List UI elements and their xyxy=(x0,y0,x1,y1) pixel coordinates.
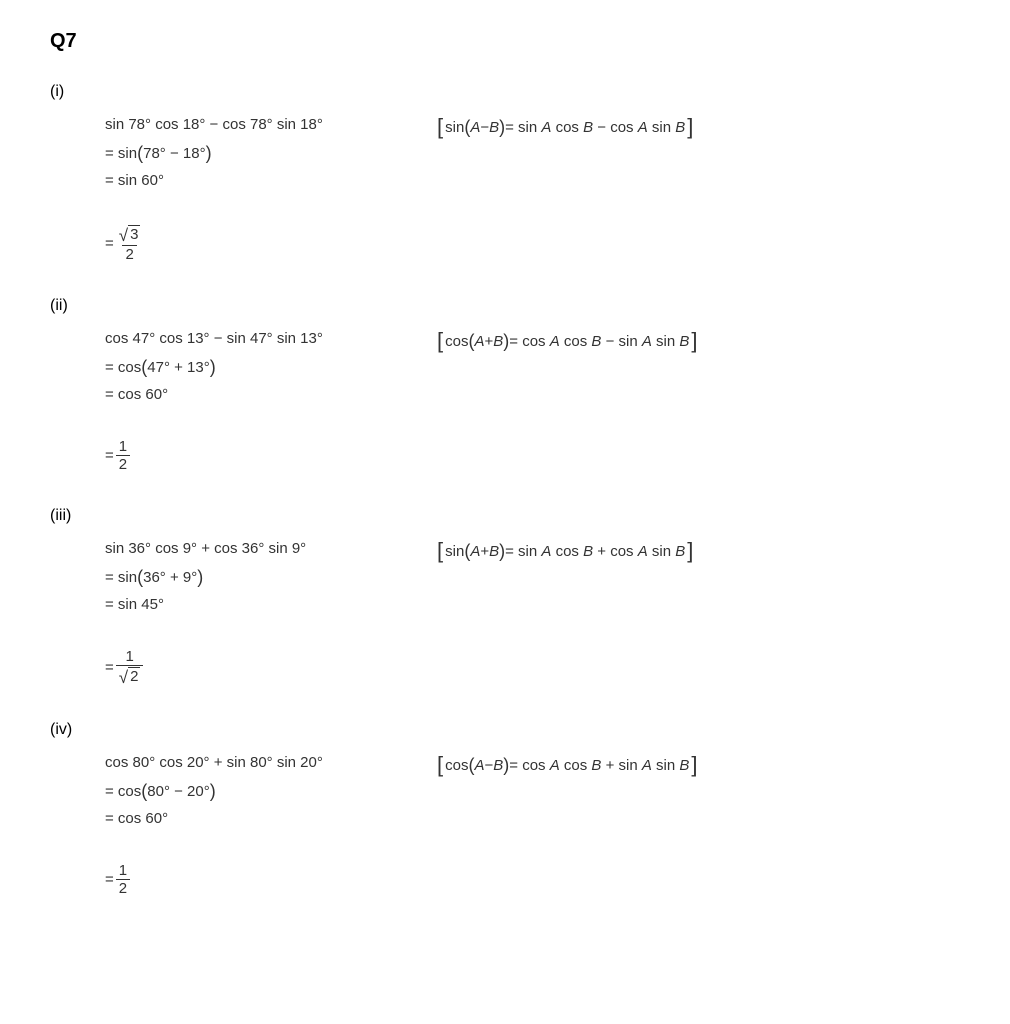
identity: [cos(A + B) = cos A cos B − sin A sin B] xyxy=(435,330,700,352)
step-evaluate: = sin 60° xyxy=(105,172,435,189)
step-simplify: = sin (36° + 9°) xyxy=(105,568,435,586)
solution-part: (iii) sin 36° cos 9° + cos 36° sin 9°[sin… xyxy=(50,507,960,686)
expression: cos 47° cos 13° − sin 47° sin 13° xyxy=(105,330,435,347)
identity: [sin(A − B) = sin A cos B − cos A sin B] xyxy=(435,116,695,138)
result: = 12 xyxy=(105,863,435,896)
math-block: cos 47° cos 13° − sin 47° sin 13°[cos(A … xyxy=(105,330,960,472)
step-evaluate: = sin 45° xyxy=(105,596,435,613)
math-block: cos 80° cos 20° + sin 80° sin 20°[cos(A … xyxy=(105,754,960,896)
part-label: (i) xyxy=(50,83,960,101)
part-label: (iii) xyxy=(50,507,960,525)
parts-container: (i)sin 78° cos 18° − cos 78° sin 18°[sin… xyxy=(50,83,960,896)
expression: sin 78° cos 18° − cos 78° sin 18° xyxy=(105,116,435,133)
result: = √32 xyxy=(105,225,435,262)
part-label: (ii) xyxy=(50,297,960,315)
identity: [cos(A − B) = cos A cos B + sin A sin B] xyxy=(435,754,700,776)
part-label: (iv) xyxy=(50,721,960,739)
expression: cos 80° cos 20° + sin 80° sin 20° xyxy=(105,754,435,771)
question-title: Q7 xyxy=(50,30,960,53)
step-simplify: = cos (47° + 13°) xyxy=(105,358,435,376)
step-simplify: = cos (80° − 20°) xyxy=(105,782,435,800)
page-content: Q7 (i)sin 78° cos 18° − cos 78° sin 18°[… xyxy=(0,0,1010,971)
step-evaluate: = cos 60° xyxy=(105,810,435,827)
solution-part: (i) sin 78° cos 18° − cos 78° sin 18°[sin… xyxy=(50,83,960,262)
result: = 1√2 xyxy=(105,649,435,686)
math-block: sin 78° cos 18° − cos 78° sin 18°[sin(A … xyxy=(105,116,960,262)
solution-part: (ii) cos 47° cos 13° − sin 47° sin 13°[co… xyxy=(50,297,960,472)
step-evaluate: = cos 60° xyxy=(105,386,435,403)
expression: sin 36° cos 9° + cos 36° sin 9° xyxy=(105,540,435,557)
solution-part: (iv) cos 80° cos 20° + sin 80° sin 20°[co… xyxy=(50,721,960,896)
step-simplify: = sin (78° − 18°) xyxy=(105,144,435,162)
result: = 12 xyxy=(105,439,435,472)
identity: [sin(A + B) = sin A cos B + cos A sin B] xyxy=(435,540,695,562)
math-block: sin 36° cos 9° + cos 36° sin 9°[sin(A + … xyxy=(105,540,960,686)
